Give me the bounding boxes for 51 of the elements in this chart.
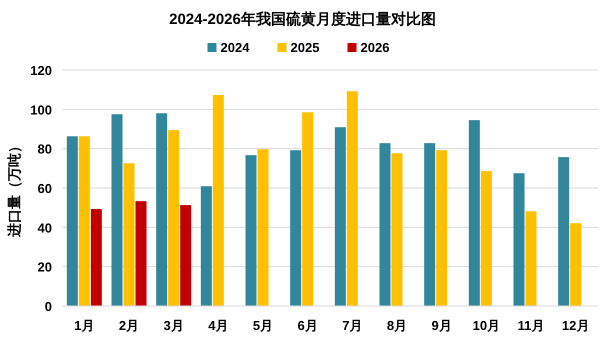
y-tick-label: 120 bbox=[30, 63, 52, 78]
x-tick-label: 8月 bbox=[386, 318, 408, 333]
bar bbox=[514, 173, 524, 306]
x-tick-label: 10月 bbox=[472, 318, 500, 333]
bar bbox=[480, 171, 492, 306]
bar bbox=[168, 130, 180, 306]
y-tick-label: 80 bbox=[38, 142, 52, 157]
legend-label: 2025 bbox=[290, 40, 320, 55]
bar bbox=[346, 91, 358, 306]
x-tick-label: 3月 bbox=[164, 318, 184, 333]
bar bbox=[334, 127, 346, 306]
bar bbox=[302, 112, 314, 306]
legend-label: 2026 bbox=[360, 40, 390, 55]
x-tick-label: 2月 bbox=[118, 318, 140, 333]
y-axis-title: 进口量（万吨） bbox=[6, 139, 22, 238]
y-tick-label: 60 bbox=[38, 181, 52, 196]
bar bbox=[136, 201, 146, 306]
bar bbox=[436, 150, 448, 306]
bar bbox=[468, 120, 480, 306]
bar bbox=[558, 157, 570, 306]
bar bbox=[258, 149, 268, 306]
bar bbox=[180, 205, 192, 306]
y-tick-label: 100 bbox=[30, 102, 52, 118]
bar bbox=[78, 136, 90, 306]
legend-label: 2024 bbox=[220, 40, 250, 55]
bar bbox=[290, 150, 302, 306]
x-tick-label: 6月 bbox=[298, 318, 318, 333]
x-tick-label: 11月 bbox=[518, 318, 544, 333]
x-tick-label: 9月 bbox=[432, 318, 452, 333]
bar bbox=[424, 143, 436, 306]
chart-title: 2024-2026年我国硫黄月度进口量对比图 bbox=[169, 10, 436, 28]
bar bbox=[200, 186, 212, 306]
bar bbox=[392, 153, 402, 306]
bar bbox=[380, 143, 390, 306]
bar bbox=[124, 163, 134, 306]
bar bbox=[66, 136, 78, 306]
y-tick-label: 0 bbox=[44, 299, 52, 314]
x-tick-label: 12月 bbox=[562, 318, 590, 333]
x-tick-label: 4月 bbox=[208, 318, 228, 333]
y-tick-label: 40 bbox=[38, 220, 52, 236]
x-tick-label: 7月 bbox=[342, 318, 362, 333]
y-tick-label: 20 bbox=[38, 260, 52, 275]
bar bbox=[112, 114, 122, 306]
bar bbox=[212, 94, 224, 306]
bar bbox=[246, 155, 256, 306]
x-tick-label: 5月 bbox=[252, 318, 274, 333]
x-tick-label: 1月 bbox=[74, 318, 94, 333]
bar bbox=[526, 211, 536, 306]
bar bbox=[156, 113, 168, 306]
bar bbox=[90, 209, 102, 306]
bar bbox=[570, 223, 582, 306]
